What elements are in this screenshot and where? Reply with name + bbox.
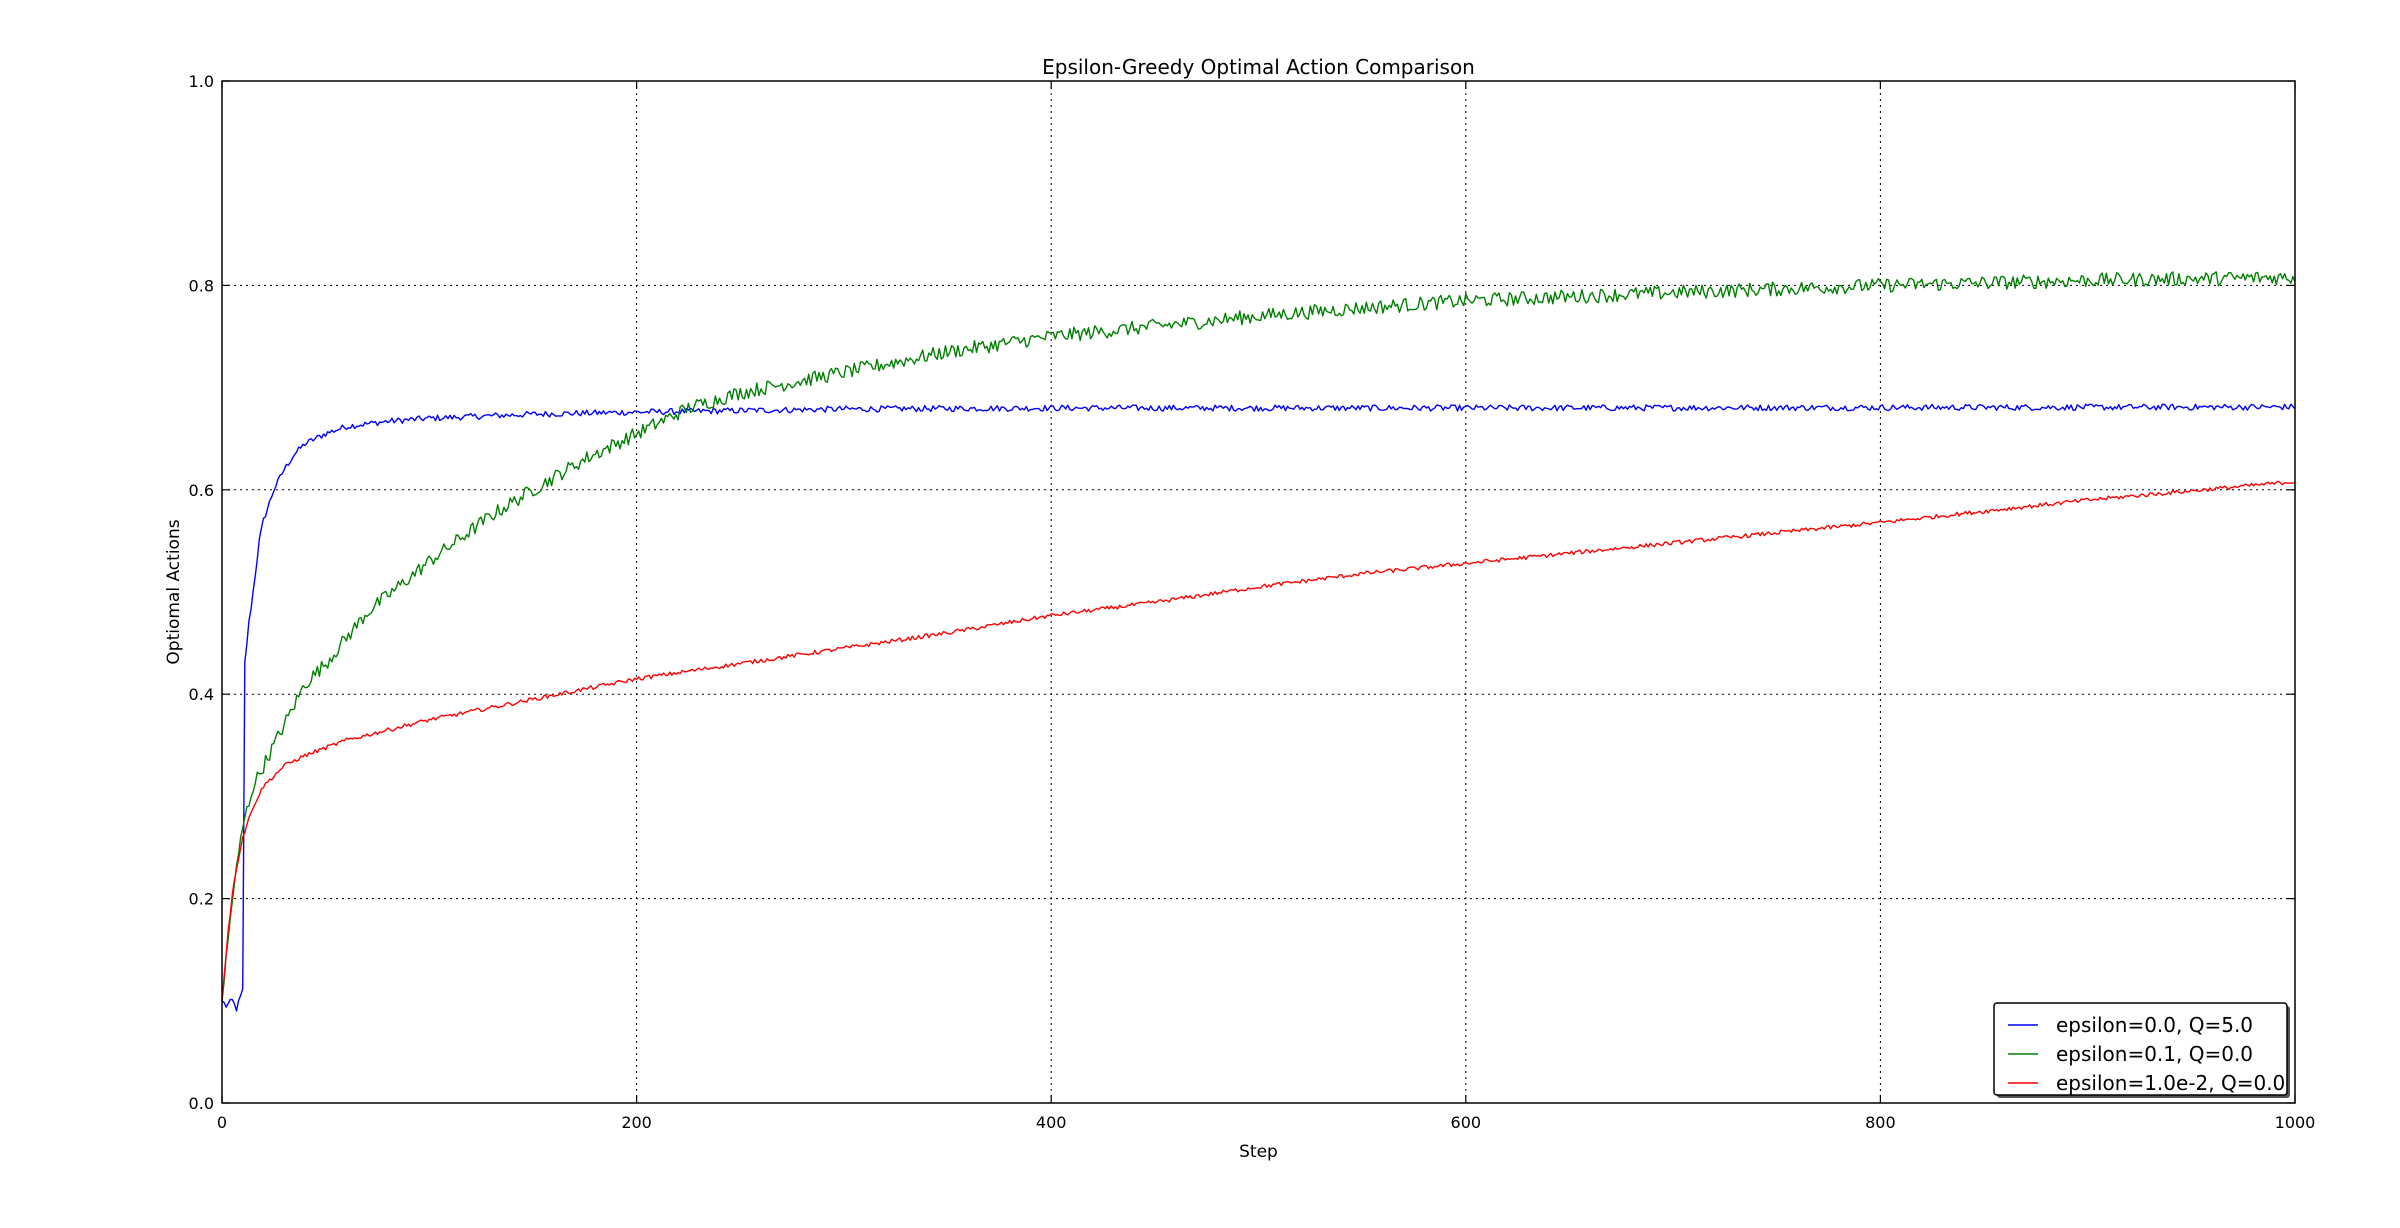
- x-tick-label: 1000: [2275, 1113, 2316, 1132]
- y-tick-label: 0.4: [189, 685, 214, 704]
- legend-label-1: epsilon=0.1, Q=0.0: [2056, 1042, 2253, 1066]
- series-lines: [221, 271, 2296, 1012]
- y-axis-title: Optiomal Actions: [164, 519, 184, 664]
- x-tick-label: 600: [1451, 1113, 1482, 1132]
- legend-label-0: epsilon=0.0, Q=5.0: [2056, 1013, 2253, 1037]
- legend-box: [1993, 1002, 2288, 1096]
- series-line-1: [221, 271, 2296, 1001]
- legend-items: epsilon=0.0, Q=5.0 epsilon=0.1, Q=0.0 epsi…: [2008, 1013, 2285, 1095]
- x-axis-title: Step: [1239, 1142, 1278, 1162]
- y-tick-label: 1.0: [189, 72, 214, 91]
- legend: epsilon=0.0, Q=5.0 epsilon=0.1, Q=0.0 epsi…: [1993, 1002, 2290, 1098]
- legend-label-2: epsilon=1.0e-2, Q=0.0: [2056, 1071, 2285, 1095]
- gridlines: [222, 81, 2295, 1103]
- series-line-2: [221, 480, 2296, 1001]
- x-tick-label: 400: [1036, 1113, 1067, 1132]
- y-tick-label: 0.0: [189, 1094, 214, 1113]
- axis-ticks: 0 200 400 600 800 1000 0.0 0.2 0.4 0.6 0.8 1.0: [189, 72, 2316, 1132]
- x-tick-label: 800: [1865, 1113, 1896, 1132]
- series-line-0: [221, 403, 2296, 1012]
- y-tick-label: 0.6: [189, 481, 214, 500]
- x-tick-label: 200: [621, 1113, 652, 1132]
- y-tick-label: 0.8: [189, 276, 214, 295]
- y-tick-label: 0.2: [189, 890, 214, 909]
- chart-title: Epsilon-Greedy Optimal Action Comparison: [1042, 55, 1475, 79]
- plot-frame: [221, 80, 2296, 1104]
- x-tick-label: 0: [217, 1113, 227, 1132]
